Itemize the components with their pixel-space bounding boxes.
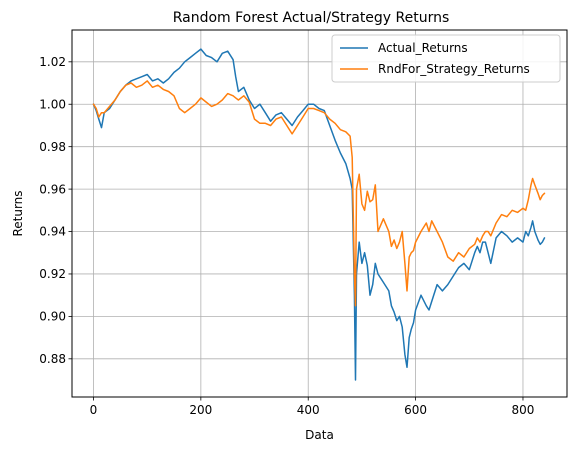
- x-tick-label: 400: [297, 403, 320, 417]
- strategy-returns-line: [92, 80, 546, 307]
- x-axis-label: Data: [305, 428, 334, 442]
- y-tick-label: 0.96: [39, 182, 66, 196]
- legend-label-strategy-returns: RndFor_Strategy_Returns: [378, 62, 530, 76]
- y-tick-label: 0.92: [39, 267, 66, 281]
- chart-title: Random Forest Actual/Strategy Returns: [173, 10, 450, 26]
- y-tick-label: 1.00: [39, 97, 66, 111]
- legend: Actual_Returns RndFor_Strategy_Returns: [331, 34, 561, 83]
- y-tick-label: 0.88: [39, 352, 66, 366]
- y-tick-label: 1.02: [39, 55, 66, 69]
- x-tick-label: 800: [512, 403, 535, 417]
- grid-lines: [72, 30, 567, 397]
- actual-returns-line: [92, 48, 546, 381]
- axis-ticks: 0 200 400 600 800 0.88 0.90 0.92 0.94 0.96 0.98 1.0…: [39, 55, 534, 417]
- y-tick-label: 0.98: [39, 140, 66, 154]
- data-series: [92, 48, 546, 381]
- y-tick-label: 0.90: [39, 310, 66, 324]
- x-tick-label: 600: [404, 403, 427, 417]
- legend-box: [331, 34, 561, 83]
- legend-label-actual-returns: Actual_Returns: [378, 41, 468, 55]
- y-axis-label: Returns: [11, 190, 25, 236]
- x-tick-label: 200: [189, 403, 212, 417]
- x-tick-label: 0: [90, 403, 98, 417]
- y-tick-label: 0.94: [39, 225, 66, 239]
- plot-frame: [71, 29, 568, 398]
